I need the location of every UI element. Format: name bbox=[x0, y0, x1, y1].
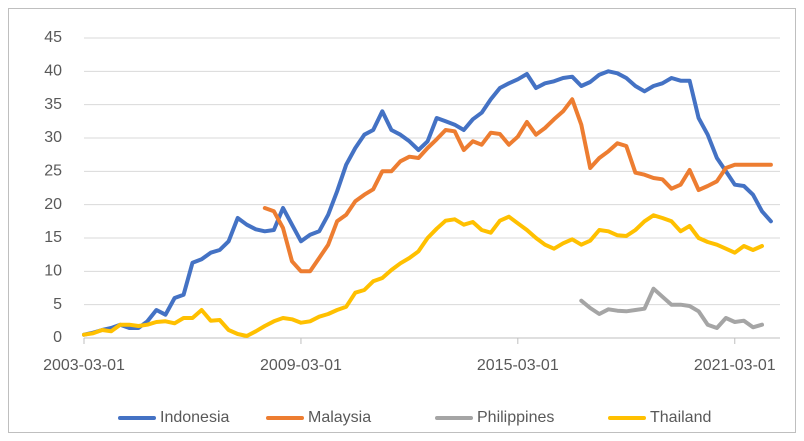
y-tick-label: 30 bbox=[44, 129, 62, 146]
y-tick-label: 35 bbox=[44, 96, 62, 113]
legend-label: Thailand bbox=[650, 409, 711, 426]
series-line bbox=[579, 286, 764, 330]
y-tick-label: 15 bbox=[44, 229, 62, 246]
x-tick-label: 2009-03-01 bbox=[260, 357, 342, 374]
series-line bbox=[262, 97, 773, 274]
y-tick-label: 25 bbox=[44, 163, 62, 180]
legend-label: Malaysia bbox=[308, 409, 371, 426]
x-tick-label: 2015-03-01 bbox=[477, 357, 559, 374]
y-tick-label: 45 bbox=[44, 29, 62, 46]
x-tick-label: 2021-03-01 bbox=[694, 357, 776, 374]
x-tick-label: 2003-03-01 bbox=[43, 357, 125, 374]
series-line bbox=[82, 69, 773, 337]
legend-label: Indonesia bbox=[160, 409, 229, 426]
y-tick-label: 40 bbox=[44, 63, 62, 80]
y-tick-label: 10 bbox=[44, 263, 62, 280]
series-line bbox=[82, 213, 764, 338]
y-tick-label: 5 bbox=[53, 296, 62, 313]
legend-label: Philippines bbox=[477, 409, 554, 426]
y-tick-label: 20 bbox=[44, 196, 62, 213]
chart-frame bbox=[8, 8, 796, 433]
y-tick-label: 0 bbox=[53, 329, 62, 346]
